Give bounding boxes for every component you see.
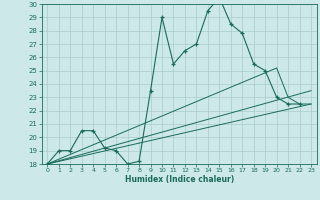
X-axis label: Humidex (Indice chaleur): Humidex (Indice chaleur) [124,175,234,184]
